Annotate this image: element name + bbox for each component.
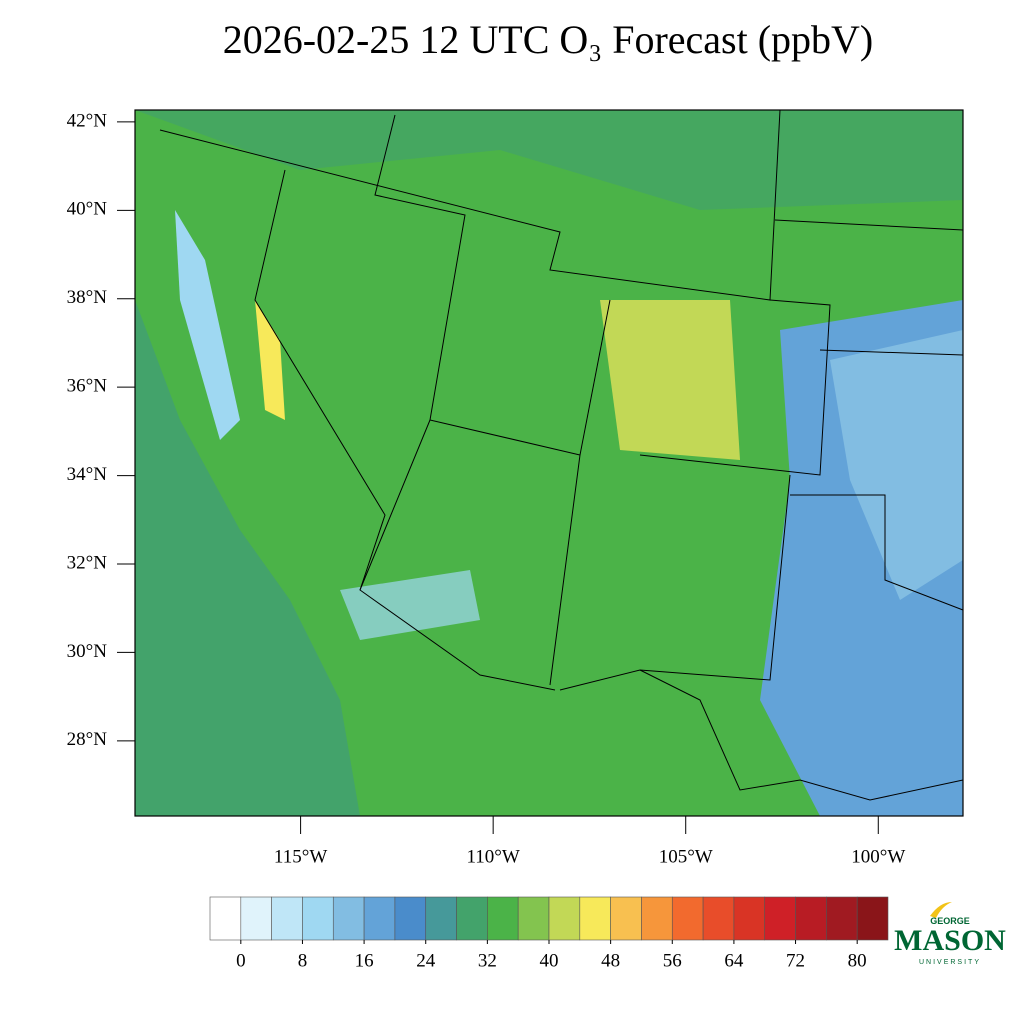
- colorbar-box: [548, 896, 581, 941]
- colorbar-label: 72: [786, 950, 805, 971]
- colorbar-label: 0: [236, 950, 246, 971]
- desert-low: [340, 570, 480, 640]
- valley-low: [175, 210, 240, 440]
- y-tick-label: 36°N: [67, 376, 108, 397]
- map-field: [135, 109, 964, 816]
- colorbar-box: [826, 896, 858, 941]
- colorbar-box: [671, 896, 704, 941]
- colorbar-label: 8: [298, 950, 308, 971]
- plateau-high: [600, 300, 740, 460]
- y-tick-label: 40°N: [67, 199, 108, 220]
- colorbar-box: [302, 896, 334, 941]
- colorbar-box: [702, 896, 735, 941]
- title: 2026-02-25 12 UTC O₃ Forecast (ppbV): [223, 17, 874, 62]
- ocean-field: [135, 300, 360, 816]
- colorbar-box: [240, 896, 272, 941]
- colorbar-box: [856, 896, 889, 941]
- colorbar-label: 24: [416, 950, 436, 971]
- x-tick-label: 110°W: [466, 846, 519, 867]
- colorbar-box: [764, 896, 796, 941]
- plains-lower: [830, 330, 963, 600]
- colorbar-label: 64: [724, 950, 744, 971]
- logo-top: GEORGE: [930, 916, 970, 926]
- colorbar-label: 32: [478, 950, 497, 971]
- colorbar-box: [363, 896, 396, 941]
- colorbar-box: [487, 896, 519, 941]
- colorbar-box: [610, 896, 642, 941]
- boundaries: [159, 109, 964, 801]
- y-tick-label: 42°N: [67, 110, 108, 131]
- colorbar-box: [332, 896, 365, 941]
- colorbar-box: [425, 896, 457, 941]
- y-tick-label: 34°N: [67, 464, 108, 485]
- x-tick-label: 105°W: [659, 846, 713, 867]
- logo-swoosh: [930, 902, 952, 918]
- colorbar-box: [579, 896, 611, 941]
- colorbar-box: [209, 896, 242, 941]
- colorbar-label: 56: [663, 950, 682, 971]
- colorbar-label: 40: [540, 950, 559, 971]
- logo-bottom: UNIVERSITY: [919, 959, 981, 966]
- north-field: [135, 110, 963, 210]
- colorbar-box: [394, 896, 427, 941]
- x-tick-label: 100°W: [851, 846, 905, 867]
- colorbar-label: 48: [601, 950, 620, 971]
- y-tick-label: 28°N: [67, 729, 108, 750]
- x-tick-label: 115°W: [274, 846, 327, 867]
- colorbar-box: [795, 896, 827, 941]
- colorbar-box: [517, 896, 550, 941]
- map-frame: [134, 109, 964, 817]
- logo: GEORGE MASON UNIVERSITY: [894, 902, 1006, 966]
- logo-name: MASON: [894, 924, 1006, 957]
- y-tick-label: 32°N: [67, 552, 108, 573]
- colorbar-box: [456, 896, 488, 941]
- colorbar-box: [271, 896, 303, 941]
- nevada-high: [255, 300, 285, 420]
- colorbar-box: [641, 896, 673, 941]
- y-tick-label: 38°N: [67, 287, 108, 308]
- y-tick-label: 30°N: [67, 641, 108, 662]
- colorbar-box: [733, 896, 766, 941]
- colorbar-label: 16: [355, 950, 374, 971]
- colorbar-label: 80: [848, 950, 867, 971]
